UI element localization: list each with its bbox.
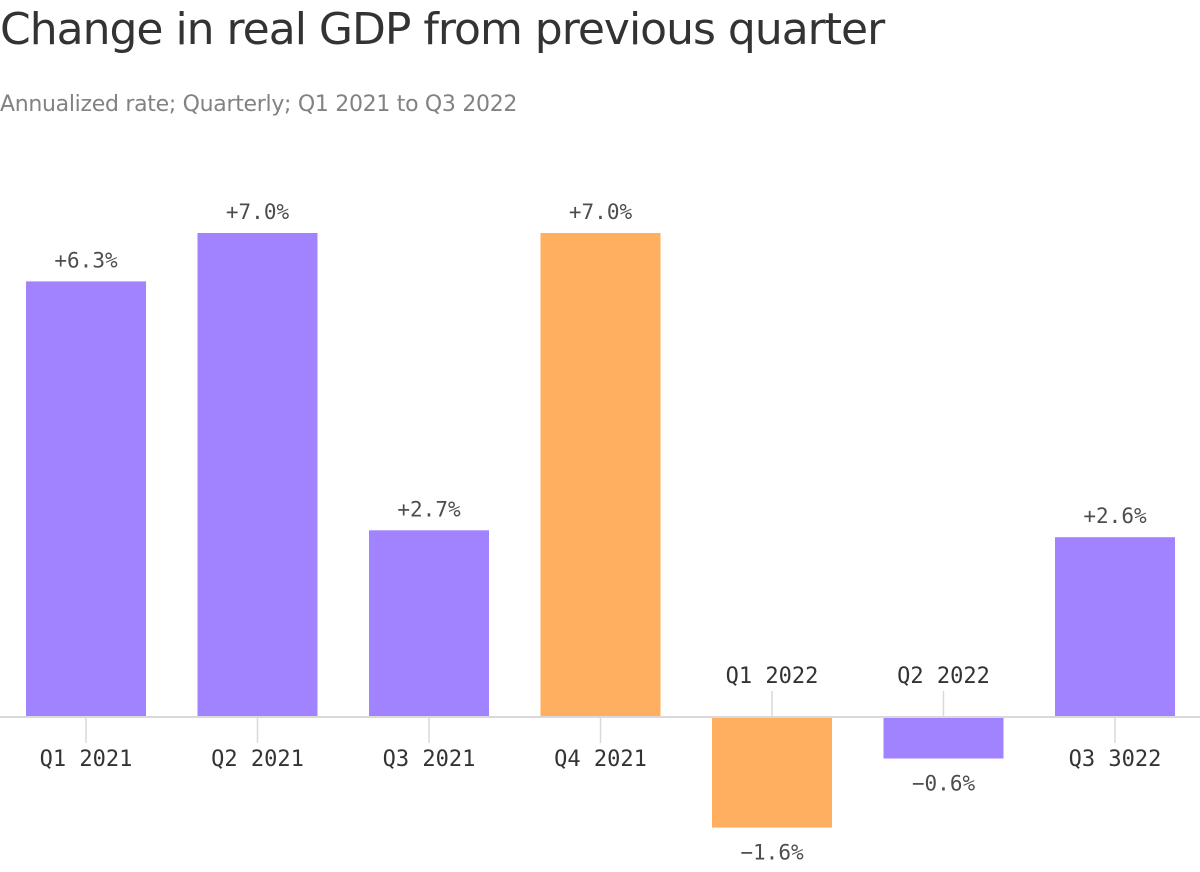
bars-layer (26, 233, 1175, 828)
bar-2 (197, 233, 318, 717)
category-label-1: Q1 2021 (40, 747, 133, 772)
axis-layer (0, 691, 1200, 743)
chart-title: Change in real GDP from previous quarter (0, 4, 885, 55)
category-label-6: Q2 2022 (897, 664, 990, 689)
chart-subtitle: Annualized rate; Quarterly; Q1 2021 to Q… (0, 92, 518, 117)
bar-6 (883, 717, 1004, 759)
value-label-5: −1.6% (740, 841, 804, 865)
value-label-3: +2.7% (397, 497, 461, 521)
category-label-4: Q4 2021 (554, 747, 647, 772)
category-label-2: Q2 2021 (211, 747, 304, 772)
value-label-2: +7.0% (226, 200, 290, 224)
category-label-3: Q3 2021 (383, 747, 476, 772)
category-label-7: Q3 3022 (1069, 747, 1162, 772)
bar-7 (1055, 537, 1175, 717)
value-label-6: −0.6% (912, 772, 976, 796)
value-label-1: +6.3% (54, 248, 118, 272)
value-label-4: +7.0% (569, 200, 633, 224)
bar-3 (369, 530, 489, 717)
bar-1 (26, 281, 146, 717)
category-label-5: Q1 2022 (726, 664, 819, 689)
bar-4 (540, 233, 661, 717)
bar-5 (712, 717, 832, 828)
labels-layer: +6.3% Q1 2021 +7.0% Q2 2021 +2.7% Q3 2021 +7.0… (40, 200, 1162, 865)
value-label-7: +2.6% (1083, 504, 1147, 528)
